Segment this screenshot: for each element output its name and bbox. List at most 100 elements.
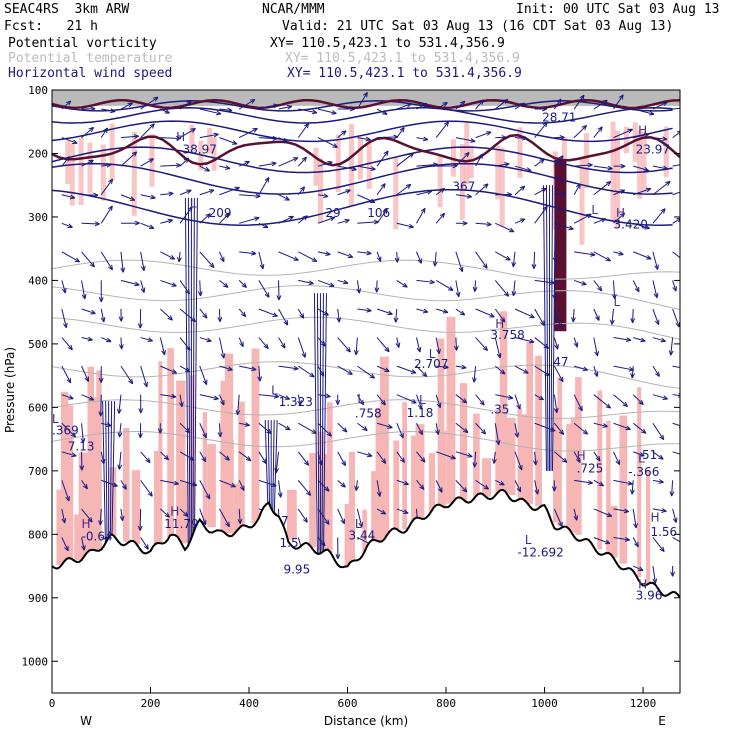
wind-vector-head [336, 317, 342, 323]
wind-vector [652, 101, 668, 110]
wind-vector [239, 365, 257, 371]
wind-vector [199, 108, 222, 115]
wind-vector [434, 251, 437, 267]
pv-shade-upper [393, 156, 399, 230]
y-tick-label: 1000 [22, 655, 49, 668]
wind-vector [219, 508, 230, 528]
wind-vector [219, 251, 225, 263]
wind-vector-head [220, 353, 226, 359]
wind-vector-head [240, 311, 247, 318]
wind-vector-head [439, 187, 446, 193]
wind-vector-head [422, 308, 429, 314]
wind-vector-head [505, 255, 511, 261]
contour-label: .367 [449, 179, 476, 193]
pv-shade-column [380, 356, 389, 539]
pv-shade-column [229, 439, 234, 533]
wind-vector [534, 451, 537, 466]
wind-vector-head [658, 479, 664, 484]
wind-vector-head [531, 263, 537, 270]
updraft-arrow [542, 185, 547, 471]
wind-vector-head [662, 136, 668, 142]
wind-vector-head [94, 221, 100, 227]
wind-vector [258, 162, 277, 167]
wind-vector-head [597, 285, 603, 292]
wind-vector [494, 98, 509, 110]
wind-vector [199, 189, 215, 196]
wind-vector [495, 222, 515, 233]
wind-vector [574, 164, 593, 167]
wind-vector [278, 394, 290, 400]
wind-vector-head [271, 161, 277, 167]
wind-vector-head [644, 224, 651, 230]
wind-vector [258, 451, 267, 464]
wind-vector-head [433, 162, 439, 168]
wind-vector [278, 251, 299, 261]
wind-vector-head [167, 315, 173, 321]
updraft-arrow [316, 293, 320, 560]
contour-label: .47 [549, 355, 568, 369]
wind-vector-head [273, 103, 279, 109]
wind-vector [632, 537, 639, 548]
wind-vector-head [61, 517, 67, 524]
wind-vector-head [442, 102, 448, 107]
wind-vector [239, 422, 250, 426]
contour-label: H [650, 511, 659, 525]
wind-vector-head [504, 162, 510, 167]
wind-vector-head [625, 337, 632, 343]
wind-vector [632, 422, 647, 434]
wind-vector-head [324, 486, 330, 492]
pv-shade-column [437, 338, 445, 509]
wind-vector [514, 337, 535, 343]
wind-vector [61, 480, 70, 502]
wind-vector-head [403, 509, 409, 514]
wind-vector [613, 251, 624, 256]
pv-shade-upper [517, 127, 523, 178]
wind-vector [416, 365, 428, 377]
wind-vector-head [581, 280, 587, 286]
wind-vector-head [559, 135, 565, 140]
contour-label: 3.420 [614, 217, 648, 231]
wind-vector [593, 126, 603, 138]
wind-vector [554, 422, 565, 435]
wind-vector [81, 480, 88, 490]
wind-vector [118, 394, 122, 414]
wind-vector [179, 206, 193, 224]
wind-vector-head [186, 189, 192, 195]
wind-vector [633, 451, 645, 457]
wind-vector-head [558, 376, 564, 383]
wind-vector [81, 159, 94, 167]
wind-vector-head [501, 135, 507, 140]
wind-vector [672, 394, 680, 397]
pv-shade-column [322, 454, 328, 552]
wind-vector-head [358, 522, 364, 528]
init-time: Init: 00 UTC Sat 03 Aug 13 [516, 2, 720, 17]
wind-vector-head [639, 452, 645, 457]
wind-vector-head [231, 140, 238, 145]
wind-vector-head [145, 457, 151, 464]
wind-vector-head [147, 491, 153, 497]
wind-vector-head [665, 180, 671, 186]
wind-vector [613, 94, 624, 110]
wind-vector-head [153, 96, 159, 102]
wind-vector-head [561, 457, 568, 463]
wind-vector-head [347, 253, 354, 259]
contour-label: 2.707 [414, 357, 448, 371]
wind-vector [495, 479, 505, 486]
wind-vector-head [301, 352, 307, 358]
wind-vector [81, 127, 94, 138]
wind-vector [219, 186, 240, 196]
pv-dark-column [554, 159, 567, 332]
wind-vector [258, 308, 278, 317]
updraft-arrow [313, 293, 318, 560]
pv-shade-upper [65, 140, 71, 185]
wind-vector-head [68, 394, 74, 400]
wind-speed-contour [52, 146, 673, 174]
wind-vector [219, 365, 233, 371]
wind-vector-head [226, 107, 233, 113]
wind-vector [120, 102, 133, 110]
wind-vector-head [331, 110, 337, 115]
wind-vector-head [234, 186, 240, 192]
wind-vector-head [128, 378, 134, 385]
wind-vector-head [587, 480, 593, 485]
wind-vector-head [630, 373, 636, 379]
